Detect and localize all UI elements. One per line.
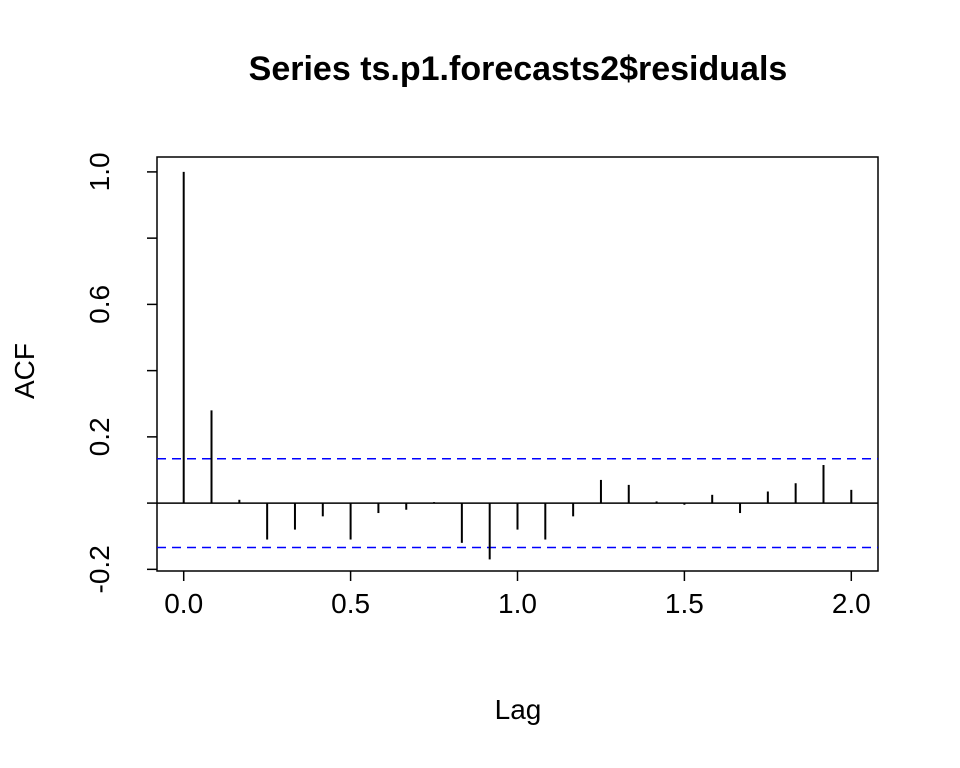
y-tick-label: -0.2 <box>84 545 115 593</box>
x-tick-label: 0.0 <box>164 588 203 619</box>
x-axis-label: Lag <box>495 694 542 725</box>
x-tick-label: 2.0 <box>832 588 871 619</box>
x-tick-label: 1.0 <box>498 588 537 619</box>
x-tick-label: 0.5 <box>331 588 370 619</box>
chart-title: Series ts.p1.forecasts2$residuals <box>249 50 788 88</box>
y-tick-label: 0.6 <box>84 285 115 324</box>
y-axis-label: ACF <box>9 343 40 399</box>
x-tick-label: 1.5 <box>665 588 704 619</box>
plot-layer: 0.0 0.5 1.0 1.5 2.0 -0.2 0.2 0.6 1.0 <box>84 152 878 619</box>
y-tick-label: 1.0 <box>84 152 115 191</box>
y-tick-label: 0.2 <box>84 417 115 456</box>
